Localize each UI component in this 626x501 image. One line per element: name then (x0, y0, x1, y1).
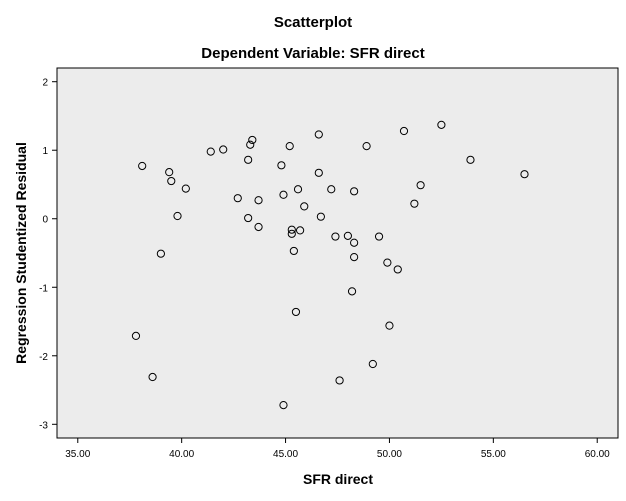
data-point (350, 187, 359, 196)
data-point (300, 202, 309, 211)
data-point (393, 265, 402, 274)
data-point (374, 232, 384, 241)
data-point (285, 142, 294, 151)
data-point (335, 376, 344, 385)
data-point (368, 359, 377, 369)
data-point (316, 212, 325, 221)
data-point (314, 168, 323, 177)
data-point (131, 331, 141, 341)
x-axis-ticks: 35.00 40.00 45.00 50.00 55.00 60.00 (65, 438, 610, 460)
data-point (246, 140, 255, 149)
data-point (289, 246, 298, 256)
data-point (343, 231, 352, 240)
data-point (296, 226, 305, 235)
data-point (244, 155, 253, 164)
x-tick-label: 35.00 (65, 449, 90, 460)
data-point (385, 321, 394, 330)
data-point (167, 176, 176, 186)
data-point (138, 161, 147, 171)
data-point (410, 199, 419, 208)
data-point (466, 155, 475, 164)
y-tick-label: 1 (42, 146, 48, 157)
x-tick-label: 40.00 (169, 449, 194, 460)
data-point (287, 229, 296, 238)
x-axis-label: SFR direct (303, 471, 373, 487)
data-point (350, 238, 359, 247)
data-point (287, 225, 296, 234)
data-point (254, 196, 263, 205)
data-point (362, 142, 371, 151)
data-point (277, 161, 286, 170)
data-point (206, 147, 215, 156)
data-point (350, 253, 359, 262)
data-point (254, 222, 263, 232)
y-axis-label: Regression Studentized Residual (13, 142, 29, 364)
x-tick-label: 50.00 (377, 449, 402, 460)
data-point (244, 213, 253, 223)
y-tick-label: -3 (39, 420, 48, 431)
y-tick-label: 2 (42, 78, 48, 89)
data-point (399, 126, 409, 136)
data-point (233, 194, 242, 203)
data-point (291, 307, 301, 317)
data-point (520, 170, 529, 179)
data-point (293, 185, 303, 194)
data-point (279, 401, 288, 410)
plot-area (56, 67, 619, 439)
chart-title: Scatterplot (274, 14, 352, 31)
data-point (156, 249, 165, 258)
data-point (219, 145, 228, 154)
data-point (314, 130, 323, 139)
data-point (165, 168, 174, 177)
x-tick-label: 55.00 (481, 449, 506, 460)
x-tick-label: 60.00 (585, 449, 610, 460)
data-point (173, 211, 182, 221)
y-tick-label: -2 (39, 352, 48, 363)
data-point (437, 120, 446, 129)
x-tick-label: 45.00 (273, 449, 298, 460)
y-tick-label: -1 (39, 283, 48, 294)
data-point (248, 135, 257, 145)
data-point (416, 181, 425, 190)
data-point (181, 184, 190, 193)
data-point (347, 287, 357, 296)
data-point (383, 258, 392, 267)
y-tick-label: 0 (42, 215, 48, 226)
data-point (331, 232, 340, 241)
chart-subtitle: Dependent Variable: SFR direct (201, 45, 424, 62)
data-point (327, 185, 336, 194)
data-point (279, 190, 288, 199)
data-points (131, 120, 529, 410)
y-axis-ticks: 2 1 0 -1 -2 -3 (39, 78, 57, 431)
data-point (148, 372, 157, 382)
